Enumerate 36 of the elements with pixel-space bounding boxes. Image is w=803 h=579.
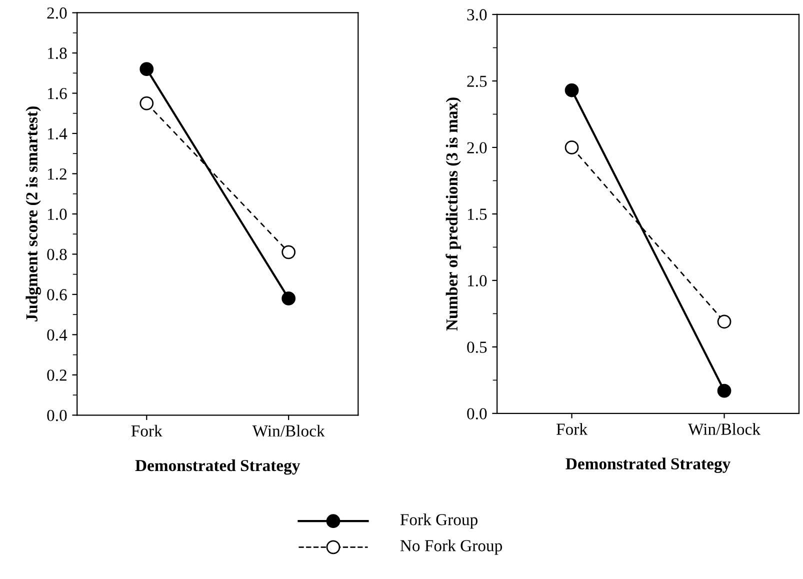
y-tick-label: 2.0 xyxy=(467,142,487,154)
y-tick-label: 3.0 xyxy=(467,9,487,20)
y-tick-label: 1.2 xyxy=(48,168,66,180)
point xyxy=(717,384,732,398)
y-axis-title: Number of predictions (3 is max) xyxy=(446,98,461,331)
point xyxy=(564,83,579,98)
x-tick-label: Win/Block xyxy=(688,423,760,435)
y-tick-label: 1.4 xyxy=(48,128,68,140)
y-tick-label: 0.0 xyxy=(467,408,487,420)
x-axis-title: Demonstrated Strategy xyxy=(566,458,730,473)
y-tick-label: 0.4 xyxy=(47,329,68,341)
y-tick-label: 2.0 xyxy=(47,7,67,19)
x-tick-label: Fork xyxy=(131,424,162,437)
y-tick-label: 1.0 xyxy=(48,208,67,220)
y-tick-label: 1.0 xyxy=(468,275,487,286)
y-tick-label: 2.5 xyxy=(467,76,487,87)
y-tick-label: 0.0 xyxy=(47,410,67,422)
legend-label: Fork Group xyxy=(400,514,478,529)
x-axis-title: Demonstrated Strategy xyxy=(135,459,300,475)
point xyxy=(140,96,154,110)
y-tick-label: 0.8 xyxy=(47,248,67,260)
point xyxy=(564,140,579,154)
y-tick-label: 0.6 xyxy=(47,289,67,300)
y-tick-label: 0.5 xyxy=(467,342,487,353)
point xyxy=(282,292,296,306)
y-tick-label: 1.8 xyxy=(48,48,67,59)
y-tick-label: 1.6 xyxy=(48,88,67,100)
x-tick-label: Win/Block xyxy=(252,424,325,437)
y-tick-label: 1.5 xyxy=(468,208,487,220)
y-axis-title: Judgment score (2 is smartest) xyxy=(26,106,41,322)
y-tick-label: 0.2 xyxy=(47,370,66,381)
point xyxy=(717,314,732,329)
legend-label: No Fork Group xyxy=(400,540,502,555)
x-tick-label: Fork xyxy=(556,423,588,435)
point xyxy=(282,245,296,260)
point xyxy=(140,62,154,76)
